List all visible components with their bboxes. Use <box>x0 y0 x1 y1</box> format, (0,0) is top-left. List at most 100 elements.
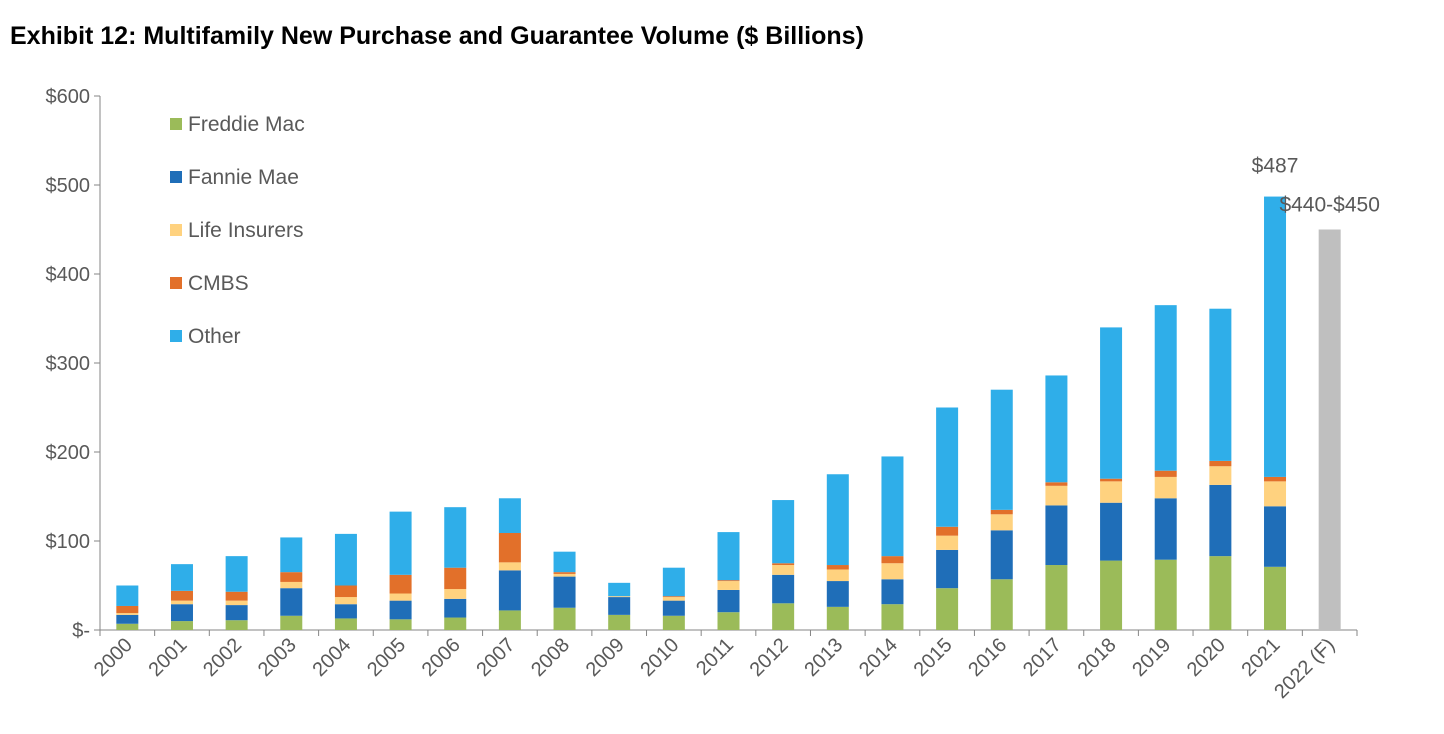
bar-other <box>717 532 740 581</box>
bar-life-insurers <box>662 597 685 601</box>
bar-cmbs <box>334 585 357 598</box>
bar-freddie-mac <box>772 603 795 630</box>
bar-freddie-mac <box>608 614 631 630</box>
x-tick-label: 2006 <box>418 634 465 681</box>
bar-freddie-mac <box>1209 556 1232 630</box>
bar-fannie-mae <box>936 549 959 589</box>
bar-other <box>990 389 1013 510</box>
bar-freddie-mac <box>936 588 959 630</box>
x-tick-label: 2017 <box>1019 634 1066 681</box>
data-label: $440-$450 <box>1279 194 1379 217</box>
x-tick-label: 2005 <box>363 634 410 681</box>
bar-life-insurers <box>1209 466 1232 485</box>
legend-swatch <box>170 330 182 342</box>
bar-fannie-mae <box>990 530 1013 580</box>
bar-cmbs <box>280 572 303 582</box>
bar-life-insurers <box>936 535 959 550</box>
bar-fannie-mae <box>662 600 685 616</box>
x-tick-label: 2012 <box>746 634 793 681</box>
bar-fannie-mae <box>826 581 849 607</box>
bar-fannie-mae <box>389 600 412 620</box>
bar-other <box>553 551 576 573</box>
bar-other <box>1100 327 1123 479</box>
bar-other <box>389 511 412 575</box>
bar-life-insurers <box>170 600 193 605</box>
bar-cmbs <box>498 532 521 563</box>
bar-fannie-mae <box>444 598 467 618</box>
bar-freddie-mac <box>444 617 467 630</box>
bar-other <box>772 500 795 564</box>
legend-label: Life Insurers <box>188 219 304 242</box>
legend-label: Freddie Mac <box>188 113 305 136</box>
bar-life-insurers <box>717 581 740 590</box>
bar-cmbs <box>1154 470 1177 477</box>
bar-other <box>444 507 467 568</box>
bar-fannie-mae <box>170 604 193 622</box>
bar-freddie-mac <box>498 610 521 630</box>
bar-cmbs <box>936 526 959 536</box>
bar-fannie-mae <box>1209 484 1232 557</box>
bar-other <box>170 564 193 591</box>
bar-fannie-mae <box>498 570 521 611</box>
bar-other <box>116 585 139 606</box>
bar-life-insurers <box>881 563 904 580</box>
y-tick-label: $400 <box>46 264 91 286</box>
bar-life-insurers <box>225 600 248 606</box>
x-tick-label: 2002 <box>199 634 246 681</box>
bar-life-insurers <box>1100 481 1123 503</box>
legend-swatch <box>170 224 182 236</box>
bar-life-insurers <box>1264 481 1287 507</box>
bar-cmbs <box>717 580 740 582</box>
bar-freddie-mac <box>1154 559 1177 630</box>
bar-other <box>1209 308 1232 461</box>
x-tick-label: 2007 <box>472 634 519 681</box>
bar-cmbs <box>170 590 193 601</box>
x-tick-label: 2015 <box>910 634 957 681</box>
bar-cmbs <box>1264 476 1287 482</box>
bar-other <box>280 537 303 573</box>
x-tick-label: 2004 <box>308 634 355 681</box>
bar-fannie-mae <box>1264 506 1287 567</box>
bar-fannie-mae <box>717 589 740 613</box>
bar-life-insurers <box>498 562 521 571</box>
bar-freddie-mac <box>1264 566 1287 630</box>
x-tick-label: 2009 <box>582 634 629 681</box>
bar-cmbs <box>1100 478 1123 482</box>
bar-freddie-mac <box>116 623 139 630</box>
bar-other <box>1264 196 1287 477</box>
x-tick-label: 2000 <box>90 634 137 681</box>
bar-life-insurers <box>772 565 795 575</box>
bar-freddie-mac <box>826 606 849 630</box>
bar-fannie-mae <box>116 614 139 624</box>
x-tick-label: 2014 <box>855 634 902 681</box>
bar-fannie-mae <box>1154 498 1177 560</box>
bar-freddie-mac <box>225 620 248 630</box>
bar-life-insurers <box>389 593 412 601</box>
bar-life-insurers <box>553 573 576 577</box>
bar-cmbs <box>225 591 248 601</box>
x-tick-label: 2001 <box>144 634 191 681</box>
bar-other <box>881 456 904 557</box>
bar-life-insurers <box>826 569 849 582</box>
y-tick-label: $200 <box>46 442 91 464</box>
chart-title: Exhibit 12: Multifamily New Purchase and… <box>10 22 864 50</box>
y-tick-label: $- <box>72 620 90 642</box>
bar-freddie-mac <box>990 579 1013 630</box>
bar-cmbs <box>1045 482 1068 486</box>
bar-fannie-mae <box>1100 502 1123 561</box>
bar-cmbs <box>826 565 849 570</box>
legend-swatch <box>170 118 182 130</box>
bar-life-insurers <box>990 514 1013 531</box>
legend-swatch <box>170 171 182 183</box>
bar-forecast <box>1318 229 1341 630</box>
bar-other <box>1045 375 1068 483</box>
bar-life-insurers <box>1154 476 1177 499</box>
data-label: $487 <box>1252 155 1299 178</box>
bar-freddie-mac <box>881 604 904 630</box>
bar-cmbs <box>772 563 795 566</box>
bar-life-insurers <box>444 589 467 599</box>
bar-other <box>936 407 959 527</box>
bar-life-insurers <box>334 597 357 605</box>
bar-other <box>334 533 357 586</box>
bar-cmbs <box>881 556 904 564</box>
